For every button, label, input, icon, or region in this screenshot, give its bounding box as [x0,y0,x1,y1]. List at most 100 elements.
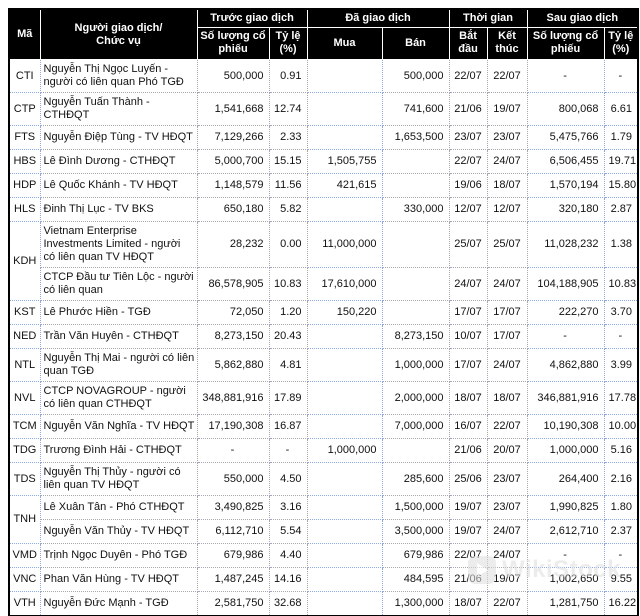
cell-before-pct: 11.56 [268,173,308,198]
cell-buy: 11,000,000 [306,221,383,268]
cell-end: 12/07 [486,197,528,222]
table-row: Nguyễn Văn Thủy - TV HĐQT 6,112,710 5.54 3,… [9,519,639,544]
table-row: TNH Lê Xuân Tân - Phó CTHĐQT 3,490,825 3.16… [8,495,639,544]
cell-after-pct: 16.22 [603,591,639,616]
cell-after-pct: 1.79 [603,125,639,150]
cell-end: 23/07 [486,495,528,520]
cell-ticker-code: CTP [8,92,41,126]
cell-sell: 7,000,000 [381,414,450,439]
table-row: NED Trần Văn Huyên - CTHĐQT 8,273,150 20.43… [8,324,639,349]
cell-start: 22/07 [448,543,488,568]
cell-buy [306,567,383,592]
cell-end: 19/07 [486,92,528,126]
header-start-date: Bắt đầu [448,27,488,60]
header-group-before-transaction: Trước giao dịch [196,8,308,28]
cell-after-qty: 1,990,825 [526,495,605,520]
cell-after-qty: 222,270 [526,300,605,325]
cell-start: 21/06 [448,567,488,592]
cell-end: 25/07 [486,221,528,268]
cell-trader: Nguyễn Văn Thủy - TV HĐQT [39,519,198,544]
cell-after-qty: 1,281,750 [526,591,605,616]
cell-trader: Nguyễn Tuấn Thành - CTHĐQT [39,92,198,126]
cell-end: 24/07 [486,543,528,568]
cell-trader: CTCP Đầu tư Tiên Lộc - người có liên qua… [39,267,198,301]
cell-before-qty: 3,490,825 [196,495,270,520]
table-row: TDG Trương Đình Hải - CTHĐQT - -1,000,000 21… [8,438,639,463]
cell-buy [306,59,383,93]
cell-after-pct: 17.78 [603,381,639,415]
cell-end: 22/07 [486,59,528,93]
cell-buy [306,125,383,150]
cell-end: 19/07 [486,567,528,592]
cell-sell: 1,500,000 [381,495,450,520]
cell-start: 19/07 [448,495,488,520]
cell-sell [381,438,450,463]
cell-before-qty: 8,273,150 [196,324,270,349]
table-row: VTH Nguyễn Đức Mạnh - TGĐ 2,581,750 32.68 1,… [8,591,639,616]
header-after-shares: Số lượng cổ phiếu [526,27,605,60]
cell-end: 24/07 [486,149,528,174]
cell-trader: Nguyễn Thị Mai - người có liên quan TGĐ [39,348,198,382]
cell-before-qty: 550,000 [196,462,270,496]
cell-after-pct: 10.00 [603,414,639,439]
cell-buy [306,543,383,568]
cell-trader: Nguyễn Đức Mạnh - TGĐ [39,591,198,616]
cell-ticker-code: HDP [8,173,41,198]
cell-before-qty: 500,000 [196,59,270,93]
cell-ticker-code: TDS [8,462,41,496]
cell-sell: 1,300,000 [381,591,450,616]
cell-before-pct: 5.82 [268,197,308,222]
cell-before-pct: 16.87 [268,414,308,439]
cell-before-qty: - [196,438,270,463]
table-row: CTCP Đầu tư Tiên Lộc - người có liên qua… [9,267,639,301]
cell-after-pct: - [603,59,639,93]
table-row: VMD Trịnh Ngọc Duyên - Phó TGĐ 679,986 4.40… [8,543,639,568]
cell-after-pct: - [603,543,639,568]
cell-buy [306,324,383,349]
cell-after-qty: 264,400 [526,462,605,496]
cell-start: 17/07 [448,300,488,325]
cell-trader: Lê Đình Dương - CTHĐQT [39,149,198,174]
cell-after-qty: 11,028,232 [526,221,605,268]
table-row: NVL CTCP NOVAGROUP - người có liên quan C… [8,381,639,415]
cell-sell: 679,986 [381,543,450,568]
header-after-ratio: Tỷ lệ (%) [603,27,639,60]
cell-ticker-code: TNH [8,495,41,544]
table-row: VNC Phan Văn Hùng - TV HĐQT 1,487,245 14.16… [8,567,639,592]
cell-sell: 1,000,000 [381,348,450,382]
cell-after-pct: 3.99 [603,348,639,382]
cell-start: 22/07 [448,149,488,174]
cell-buy [306,414,383,439]
cell-before-pct: 0.00 [268,221,308,268]
cell-start: 25/07 [448,221,488,268]
cell-after-qty: 800,068 [526,92,605,126]
cell-before-qty: 1,148,579 [196,173,270,198]
cell-after-qty: 5,475,766 [526,125,605,150]
cell-ticker-code: TDG [8,438,41,463]
cell-buy [306,495,383,520]
cell-buy: 150,220 [306,300,383,325]
cell-end: 23/07 [486,125,528,150]
cell-end: 22/07 [486,414,528,439]
cell-after-pct: 6.61 [603,92,639,126]
cell-before-qty: 679,986 [196,543,270,568]
cell-after-qty: 320,180 [526,197,605,222]
cell-before-pct: - [268,438,308,463]
cell-trader: Vietnam Enterprise Investments Limited -… [39,221,198,268]
cell-sell: 8,273,150 [381,324,450,349]
cell-end: 17/07 [486,324,528,349]
cell-buy [306,519,383,544]
table-body: CTI Nguyễn Thị Ngọc Luyến - người có liên… [8,59,639,616]
cell-after-pct: 2.37 [603,519,639,544]
cell-start: 23/07 [448,125,488,150]
cell-trader: Nguyễn Điệp Tùng - TV HĐQT [39,125,198,150]
cell-trader: CTCP NOVAGROUP - người có liên quan CTHĐ… [39,381,198,415]
header-before-shares: Số lượng cổ phiếu [196,27,270,60]
cell-after-pct: 5.16 [603,438,639,463]
cell-sell: 500,000 [381,59,450,93]
cell-before-pct: 17.89 [268,381,308,415]
cell-after-qty: 10,190,308 [526,414,605,439]
cell-start: 21/06 [448,438,488,463]
cell-buy [306,591,383,616]
